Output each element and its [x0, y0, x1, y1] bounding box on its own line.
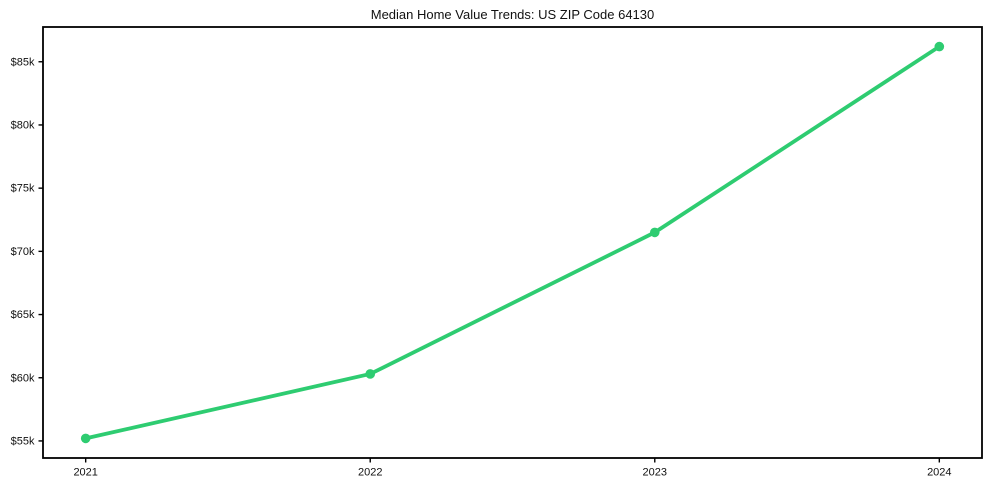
y-tick-label: $55k [11, 435, 35, 447]
x-tick-label: 2024 [927, 467, 951, 479]
x-tick-label: 2023 [643, 467, 667, 479]
y-tick-label: $65k [11, 309, 35, 321]
x-tick-label: 2022 [358, 467, 382, 479]
y-tick-label: $75k [11, 183, 35, 195]
data-point-marker [934, 41, 945, 52]
chart-title: Median Home Value Trends: US ZIP Code 64… [370, 7, 655, 22]
data-point-marker [80, 433, 91, 444]
y-tick-label: $60k [11, 372, 35, 384]
data-point-marker [365, 369, 376, 379]
y-tick-label: $80k [11, 119, 35, 131]
y-tick-label: $85k [11, 56, 35, 68]
trend-line [83, 44, 942, 441]
data-point-marker [649, 227, 660, 238]
y-tick-label: $70k [11, 246, 35, 258]
x-tick-label: 2021 [73, 467, 97, 479]
plot-frame [42, 26, 983, 459]
